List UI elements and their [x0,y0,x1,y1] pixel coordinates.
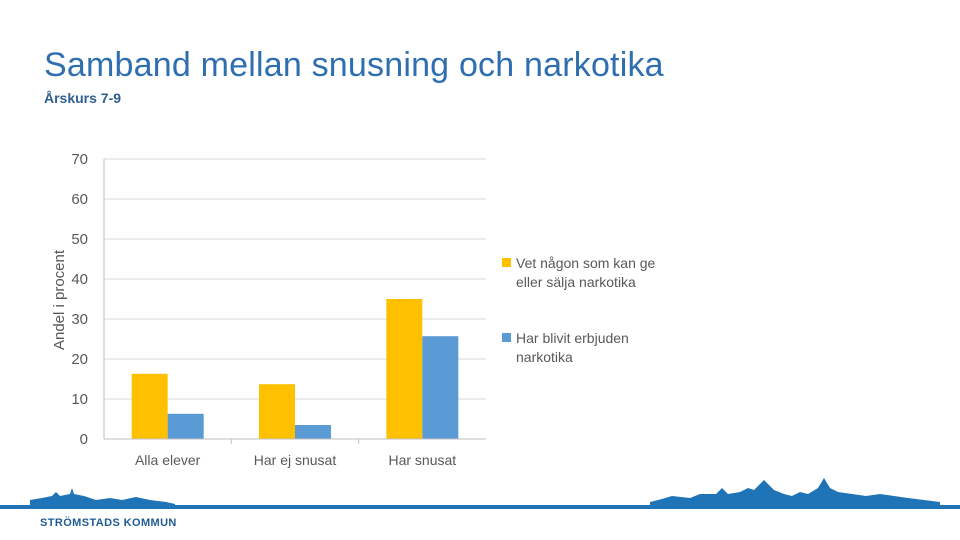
x-tick-label: Har snusat [388,452,456,468]
y-tick-label: 30 [71,311,88,328]
bar-knows-someone-1 [259,384,295,439]
legend-label-line: Har blivit erbjuden [516,330,629,346]
legend: Vet någon som kan ge eller sälja narkotik… [502,255,656,365]
bar-knows-someone-2 [386,299,423,439]
legend-label-0: Vet någon som kan ge eller sälja narkotik… [516,255,656,290]
slide-title: Samband mellan snusning och narkotika [44,46,664,84]
bar-offered-2 [422,336,459,439]
slide-subtitle: Årskurs 7-9 [44,90,122,106]
brand-name: STRÖMSTADS KOMMUN [40,517,177,529]
legend-swatch-1 [502,333,511,342]
y-axis-title: Andel i procent [51,249,68,350]
legend-label-line: Vet någon som kan ge [516,255,656,271]
y-tick-label: 20 [71,351,88,368]
y-tick-label: 0 [80,431,88,448]
bar-knows-someone-0 [131,373,168,439]
bar-offered-0 [167,413,204,439]
legend-label-line: eller sälja narkotika [516,274,636,290]
y-tick-label: 10 [71,391,88,408]
y-tick-label: 60 [71,191,88,208]
legend-label-line: narkotika [516,349,573,365]
legend-swatch-0 [502,258,511,267]
city-skyline-icon [30,478,940,506]
bar-offered-1 [295,425,331,439]
footer-divider [0,505,960,509]
bars [131,299,459,439]
y-tick-label: 50 [71,231,88,248]
bar-chart: 0 10 20 30 40 50 60 70 Alla elever Har ej snusat H… [51,151,656,468]
x-tick-label: Har ej snusat [254,452,337,468]
axes: 0 10 20 30 40 50 60 70 Alla elever Har ej snusat H… [51,151,486,468]
x-tick-label: Alla elever [135,452,201,468]
y-tick-label: 70 [71,151,88,168]
legend-label-1: Har blivit erbjuden narkotika [516,330,629,365]
y-tick-label: 40 [71,271,88,288]
